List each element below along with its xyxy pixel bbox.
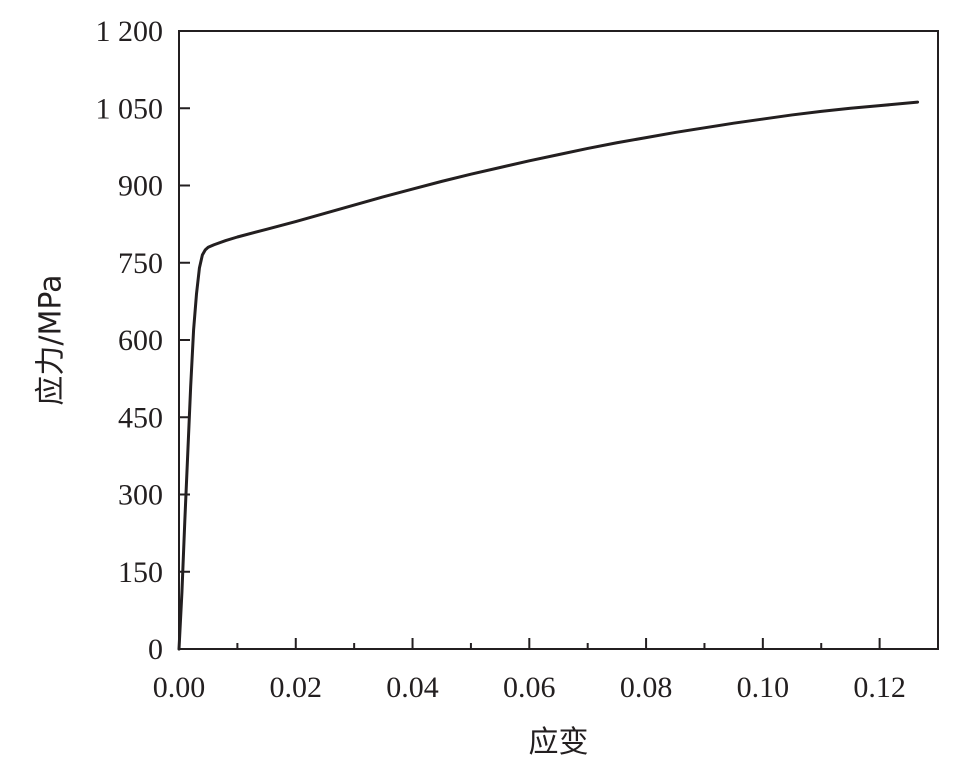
y-tick-label: 450 [118, 401, 163, 434]
x-tick-label: 0.00 [153, 671, 206, 704]
curve-layer [177, 100, 920, 651]
y-tick-label: 600 [118, 324, 163, 357]
y-tick-label: 900 [118, 170, 163, 203]
x-tick-label: 0.12 [853, 671, 906, 704]
x-tick-label: 0.08 [620, 671, 673, 704]
tick-labels-layer: 0.00 0.02 0.04 0.06 0.08 0.10 0.12 0 150 300 450 60… [96, 15, 906, 704]
x-tick-label: 0.04 [386, 671, 439, 704]
y-tick-label: 0 [148, 633, 163, 666]
y-tick-label: 1 050 [96, 92, 164, 125]
plot-frame [178, 30, 939, 650]
y-tick-label: 1 200 [96, 15, 164, 48]
x-axis-title: 应变 [529, 725, 589, 760]
stress-strain-curve [177, 100, 920, 651]
x-tick-label: 0.10 [737, 671, 790, 704]
y-axis-title: 应力/MPa [34, 274, 69, 405]
y-tick-label: 150 [118, 556, 163, 589]
y-tick-label: 750 [118, 247, 163, 280]
y-tick-label: 300 [118, 479, 163, 512]
x-tick-label: 0.06 [503, 671, 556, 704]
x-tick-label: 0.02 [270, 671, 323, 704]
ticks-layer [178, 30, 939, 650]
